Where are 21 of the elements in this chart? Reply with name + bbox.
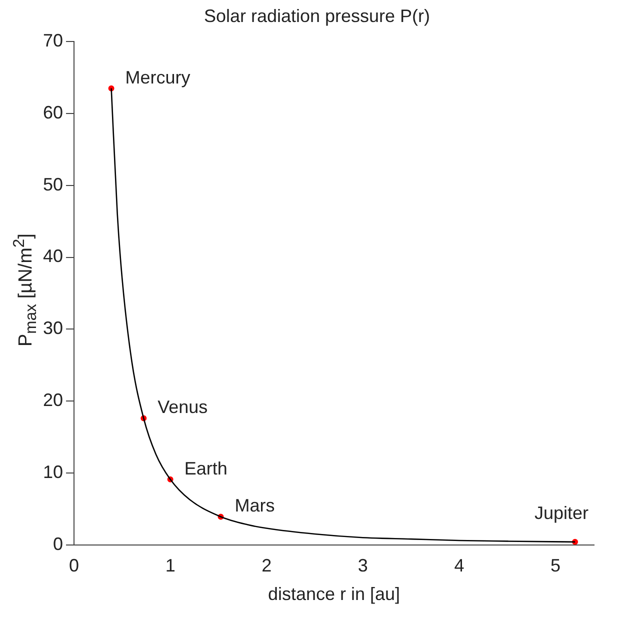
annotation: Earth <box>184 458 228 478</box>
x-tick-label: 5 <box>550 556 560 576</box>
annotation: Jupiter <box>534 502 589 523</box>
y-tick-label: 0 <box>53 534 64 554</box>
y-tick-label: 20 <box>42 390 64 410</box>
y-tick-label: 30 <box>42 318 64 338</box>
chart-title: Solar radiation pressure P(r) <box>204 6 430 26</box>
annotation: Mars <box>234 496 275 516</box>
x-tick-label: 0 <box>69 556 80 576</box>
y-tick-label: 60 <box>42 102 64 122</box>
y-tick-label: 70 <box>42 30 64 51</box>
x-tick-label: 4 <box>454 556 464 576</box>
y-tick-label: 10 <box>42 462 64 482</box>
annotation: Venus <box>158 397 208 418</box>
y-tick-label: 50 <box>42 174 64 194</box>
y-tick-label: 40 <box>42 246 64 266</box>
annotation: Mercury <box>125 67 190 88</box>
x-axis-title: distance r in [au] <box>268 584 400 604</box>
x-tick-label: 1 <box>165 556 176 576</box>
x-tick-label: 2 <box>262 556 272 576</box>
x-tick-label: 3 <box>358 556 368 576</box>
